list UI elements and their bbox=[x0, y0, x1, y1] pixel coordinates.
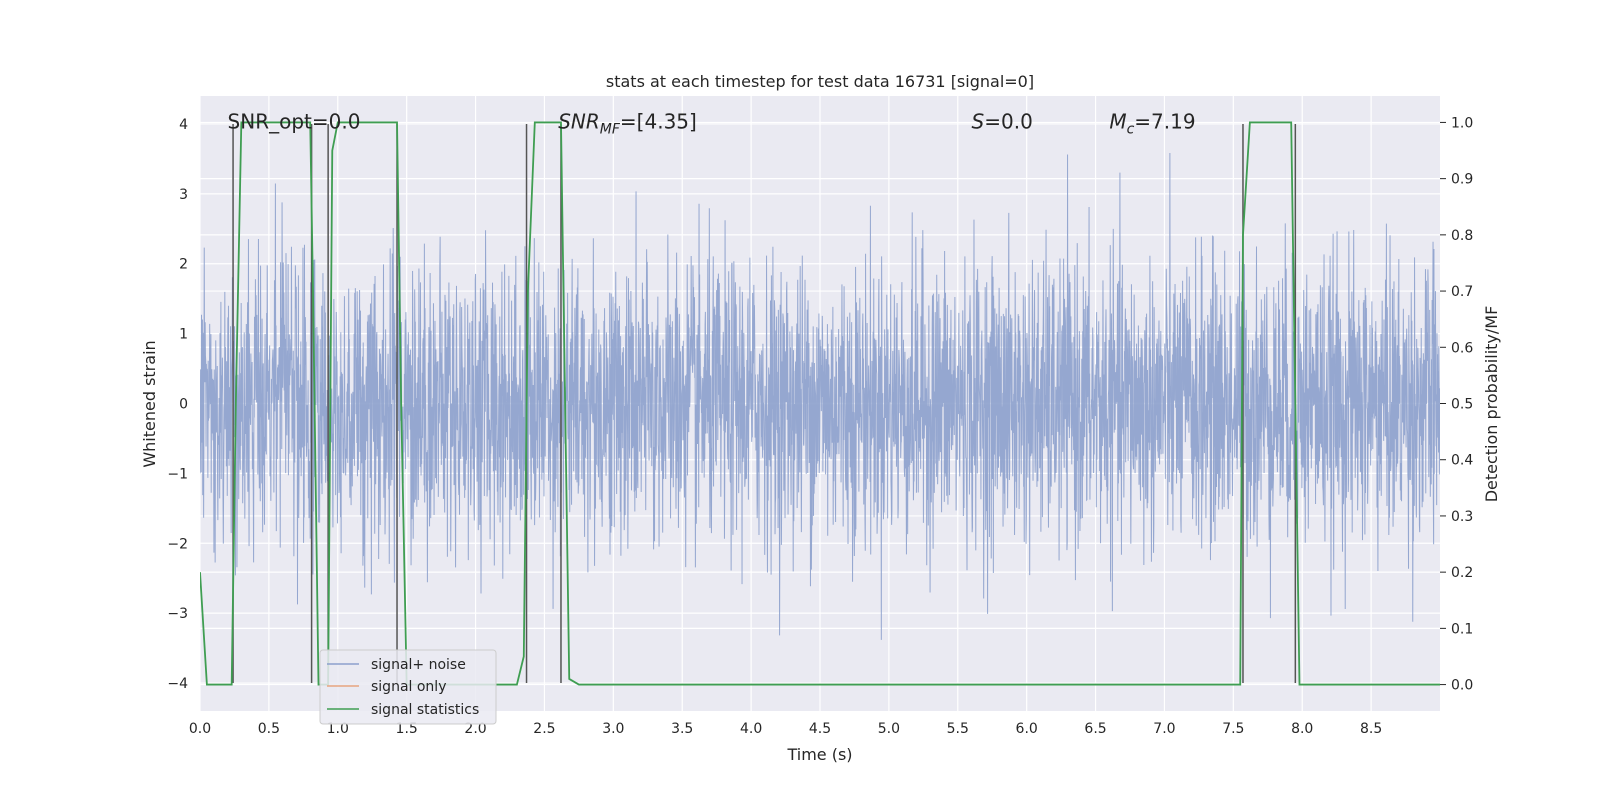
y-axis-label: Whitened strain bbox=[140, 340, 159, 467]
y2-tick-label: 0.9 bbox=[1451, 172, 1473, 188]
signal-noise-line bbox=[200, 153, 1440, 640]
y2-tick-label: 0.3 bbox=[1451, 509, 1473, 525]
x-tick-label: 3.5 bbox=[671, 721, 693, 737]
y-tick-label: 1 bbox=[179, 327, 188, 343]
x-tick-label: 4.0 bbox=[740, 721, 762, 737]
x-tick-label: 7.5 bbox=[1222, 721, 1244, 737]
x-tick-label: 2.5 bbox=[533, 721, 555, 737]
x-tick-label: 1.0 bbox=[327, 721, 349, 737]
x-tick-label: 8.5 bbox=[1360, 721, 1382, 737]
y2-tick-label: 0.1 bbox=[1451, 621, 1473, 637]
x-tick-label: 6.5 bbox=[1084, 721, 1106, 737]
y-tick-label: 3 bbox=[179, 187, 188, 203]
x-tick-label: 3.0 bbox=[602, 721, 624, 737]
y2-tick-label: 0.6 bbox=[1451, 340, 1473, 356]
series-signal-noise bbox=[200, 153, 1440, 640]
x-tick-label: 8.0 bbox=[1291, 721, 1313, 737]
x-axis-label: Time (s) bbox=[786, 745, 852, 764]
x-tick-label: 2.0 bbox=[464, 721, 486, 737]
y2-axis-label: Detection probability/MF bbox=[1482, 306, 1501, 503]
x-axis-ticks: 0.0 0.5 1.0 1.5 2.0 2.5 3.0 3.5 4.0 4.5 5.0 5.5 6.0 6… bbox=[189, 721, 1382, 737]
annotation-label: Mc=7.19 bbox=[1109, 109, 1195, 137]
chart-title: stats at each timestep for test data 167… bbox=[606, 72, 1034, 91]
legend-label-signal-noise: signal+ noise bbox=[371, 657, 466, 673]
annotation-label: SNRMF=[4.35] bbox=[558, 109, 697, 137]
series-signal-statistics bbox=[200, 121, 1440, 686]
y-tick-label: 4 bbox=[179, 117, 188, 133]
y-tick-label: −3 bbox=[167, 606, 188, 622]
y-tick-label: 2 bbox=[179, 257, 188, 273]
x-tick-label: 1.5 bbox=[396, 721, 418, 737]
legend-label-signal-statistics: signal statistics bbox=[371, 702, 479, 718]
y2-tick-label: 0.7 bbox=[1451, 284, 1473, 300]
legend-box bbox=[319, 649, 497, 725]
y-tick-label: −1 bbox=[167, 466, 188, 482]
y2-tick-label: 0.8 bbox=[1451, 228, 1473, 244]
y2-tick-label: 0.0 bbox=[1451, 678, 1473, 694]
annotations: SNR_opt=0.0 SNRMF=[4.35] S=0.0 Mc=7.19 bbox=[228, 109, 1196, 137]
x-tick-label: 5.5 bbox=[947, 721, 969, 737]
y2-tick-label: 0.2 bbox=[1451, 565, 1473, 581]
x-tick-label: 0.0 bbox=[189, 721, 211, 737]
x-tick-label: 5.0 bbox=[878, 721, 900, 737]
annotation-label: SNR_opt=0.0 bbox=[228, 109, 361, 133]
legend-label-signal-only: signal only bbox=[371, 679, 446, 695]
signal-statistics-line bbox=[200, 121, 1440, 686]
legend: signal+ noise signal only signal statist… bbox=[319, 649, 497, 725]
y-axis-ticks: −4 −3 −2 −1 0 1 2 3 4 bbox=[167, 117, 188, 692]
y-tick-label: −2 bbox=[167, 536, 188, 552]
y2-tick-label: 0.4 bbox=[1451, 453, 1473, 469]
y2-tick-label: 0.5 bbox=[1451, 397, 1473, 413]
x-tick-label: 6.0 bbox=[1016, 721, 1038, 737]
annotation-label: S=0.0 bbox=[972, 109, 1033, 133]
y-tick-label: −4 bbox=[167, 676, 188, 692]
y2-tick-label: 1.0 bbox=[1451, 115, 1473, 131]
y2-axis-ticks: 0.0 0.1 0.2 0.3 0.4 0.5 0.6 0.7 0.8 0.9 1.0 bbox=[1440, 115, 1473, 694]
x-tick-label: 7.0 bbox=[1153, 721, 1175, 737]
x-tick-label: 0.5 bbox=[258, 721, 280, 737]
y-tick-label: 0 bbox=[179, 397, 188, 413]
x-tick-label: 4.5 bbox=[809, 721, 831, 737]
